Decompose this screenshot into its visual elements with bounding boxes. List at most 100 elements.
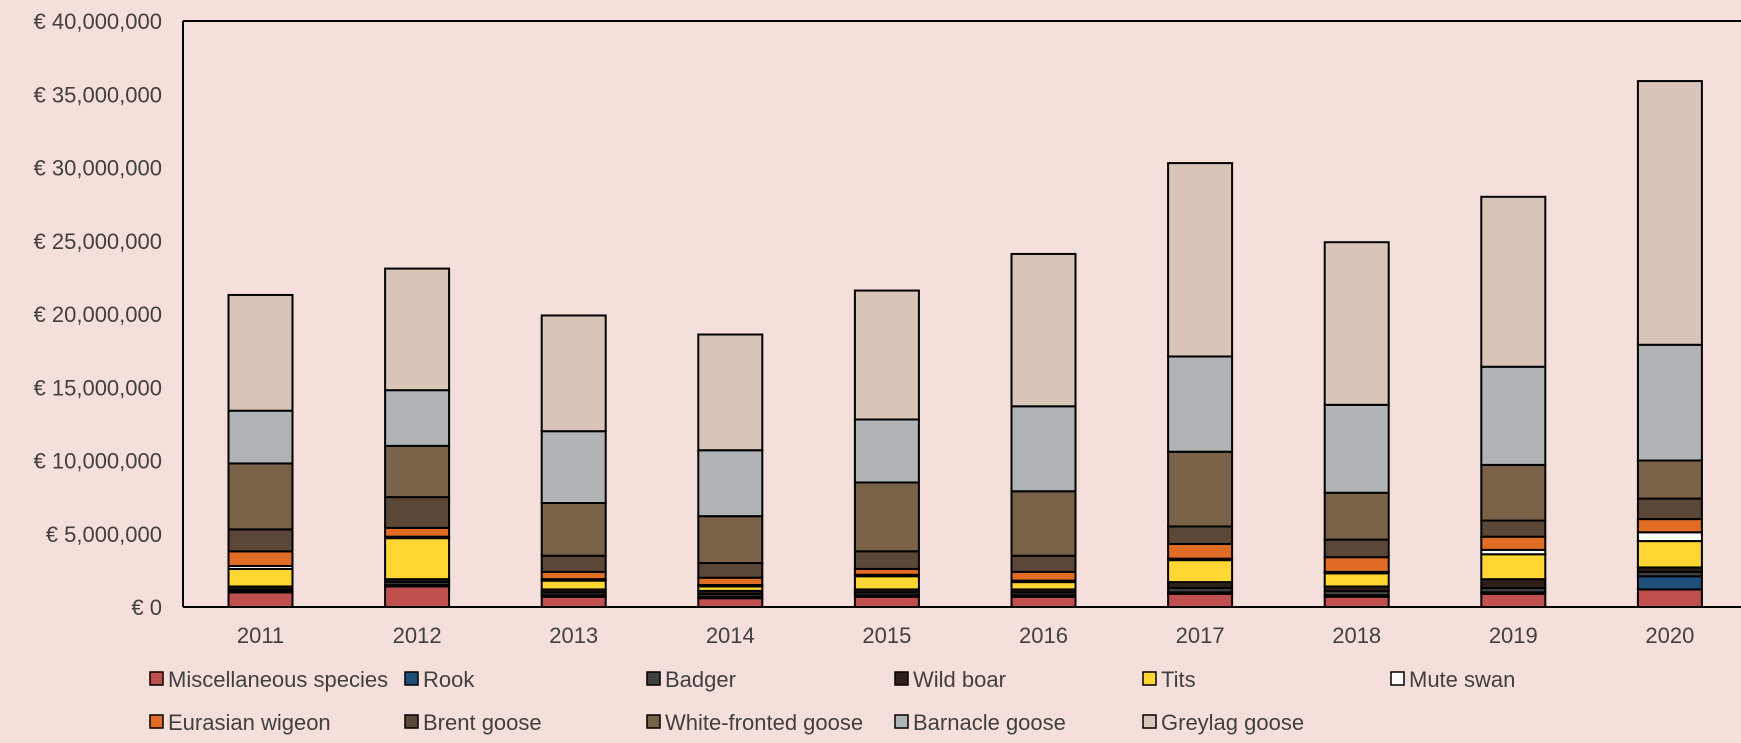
bar-segment-brent-goose <box>1480 519 1547 538</box>
bar-segment-barnacle-goose <box>384 389 451 447</box>
bar-segment-tits <box>853 575 920 591</box>
legend-item: Greylag goose <box>1142 710 1304 735</box>
bar-segment-brent-goose <box>1636 497 1703 521</box>
x-tick-label: 2017 <box>1176 623 1225 648</box>
y-tick-label: € 35,000,000 <box>34 82 162 107</box>
bar-segment-eurasian-wigeon <box>540 570 607 581</box>
bar-segment-wild-boar <box>1480 578 1547 589</box>
bar-stack-2020 <box>1636 80 1703 608</box>
plot-frame <box>182 20 1741 608</box>
bar-segment-greylag-goose <box>384 267 451 392</box>
bar-segment-greylag-goose <box>227 293 294 412</box>
legend-swatch <box>894 671 909 686</box>
bar-stack-2011 <box>227 293 294 608</box>
legend-swatch <box>404 714 419 729</box>
bar-segment-barnacle-goose <box>1010 405 1077 493</box>
legend-item: Eurasian wigeon <box>149 710 331 735</box>
bar-segment-greylag-goose <box>697 333 764 452</box>
bar-segment-brent-goose <box>384 496 451 529</box>
bar-segment-miscellaneous-species <box>1480 592 1547 609</box>
bar-segment-greylag-goose <box>853 289 920 421</box>
bar-segment-barnacle-goose <box>540 430 607 504</box>
bar-segment-brent-goose <box>697 562 764 579</box>
legend-label: White-fronted goose <box>665 710 863 735</box>
bar-stack-2015 <box>853 289 920 608</box>
bar-segment-greylag-goose <box>1636 80 1703 346</box>
bar-segment-greylag-goose <box>1480 195 1547 368</box>
bar-stack-2013 <box>540 314 607 608</box>
y-tick-label: € 30,000,000 <box>34 156 162 181</box>
bar-segment-greylag-goose <box>1323 241 1390 406</box>
bar-segment-eurasian-wigeon <box>1010 570 1077 582</box>
bar-segment-white-fronted-goose <box>853 481 920 553</box>
legend-swatch <box>1390 671 1405 686</box>
bar-segment-miscellaneous-species <box>853 595 920 608</box>
bar-segment-miscellaneous-species <box>697 597 764 609</box>
bar-stack-2016 <box>1010 252 1077 608</box>
bar-segment-white-fronted-goose <box>1480 463 1547 522</box>
bar-segment-barnacle-goose <box>1323 403 1390 494</box>
legend-label: Eurasian wigeon <box>168 710 331 735</box>
bar-stack-2018 <box>1323 241 1390 608</box>
legend-item: Tits <box>1142 667 1196 692</box>
bar-segment-white-fronted-goose <box>1323 491 1390 541</box>
x-tick-label: 2016 <box>1019 623 1068 648</box>
bar-segment-miscellaneous-species <box>1636 588 1703 608</box>
x-axis: 2011 2012 2013 2014 2015 2016 2017 2018 2019 2020 <box>237 623 1695 648</box>
bar-segment-white-fronted-goose <box>540 501 607 557</box>
bar-segment-miscellaneous-species <box>540 595 607 608</box>
legend-swatch <box>149 671 164 686</box>
x-tick-label: 2018 <box>1332 623 1381 648</box>
bar-segment-white-fronted-goose <box>384 444 451 499</box>
legend-swatch <box>1142 714 1157 729</box>
legend-swatch <box>1142 671 1157 686</box>
legend-swatch <box>149 714 164 729</box>
y-tick-label: € 15,000,000 <box>34 375 162 400</box>
y-tick-label: € 20,000,000 <box>34 302 162 327</box>
legend-label: Wild boar <box>913 667 1006 692</box>
y-axis: € 0 € 5,000,000 € 10,000,000 € 15,000,000 € … <box>34 9 162 620</box>
bar-segment-eurasian-wigeon <box>384 526 451 538</box>
bar-segment-miscellaneous-species <box>1167 592 1234 609</box>
x-tick-label: 2019 <box>1489 623 1538 648</box>
bar-segment-miscellaneous-species <box>1323 595 1390 608</box>
bar-segment-tits <box>1480 553 1547 581</box>
bar-stack-2017 <box>1167 162 1234 609</box>
x-tick-label: 2014 <box>706 623 755 648</box>
bar-segment-brent-goose <box>1010 554 1077 573</box>
legend-item: Badger <box>646 667 736 692</box>
legend-swatch <box>404 671 419 686</box>
legend-swatch <box>646 714 661 729</box>
bar-stack-2019 <box>1480 195 1547 609</box>
legend-label: Tits <box>1161 667 1196 692</box>
bar-segment-white-fronted-goose <box>1636 459 1703 500</box>
bar-segment-white-fronted-goose <box>227 462 294 531</box>
legend-label: Rook <box>423 667 475 692</box>
bar-segment-eurasian-wigeon <box>1323 556 1390 573</box>
legend-item: Mute swan <box>1390 667 1515 692</box>
legend-item: Rook <box>404 667 475 692</box>
legend-label: Greylag goose <box>1161 710 1304 735</box>
bar-segment-tits <box>1323 572 1390 588</box>
bar-segment-greylag-goose <box>1167 162 1234 358</box>
bar-segment-tits <box>227 567 294 588</box>
bar-stack-2012 <box>384 267 451 608</box>
legend-label: Barnacle goose <box>913 710 1066 735</box>
bar-segment-tits <box>540 579 607 591</box>
bar-segment-barnacle-goose <box>853 418 920 484</box>
bar-segment-barnacle-goose <box>1480 365 1547 466</box>
legend-swatch <box>646 671 661 686</box>
bar-segment-miscellaneous-species <box>384 585 451 608</box>
legend-item: Barnacle goose <box>894 710 1066 735</box>
bar-segment-barnacle-goose <box>697 449 764 518</box>
legend-label: Badger <box>665 667 736 692</box>
bar-segment-eurasian-wigeon <box>1636 518 1703 534</box>
legend-label: Brent goose <box>423 710 542 735</box>
bar-segment-barnacle-goose <box>227 409 294 465</box>
bar-segment-tits <box>1167 559 1234 584</box>
bars <box>227 80 1703 609</box>
bar-segment-miscellaneous-species <box>227 591 294 608</box>
bar-segment-white-fronted-goose <box>1010 490 1077 557</box>
bar-segment-tits <box>1636 540 1703 569</box>
